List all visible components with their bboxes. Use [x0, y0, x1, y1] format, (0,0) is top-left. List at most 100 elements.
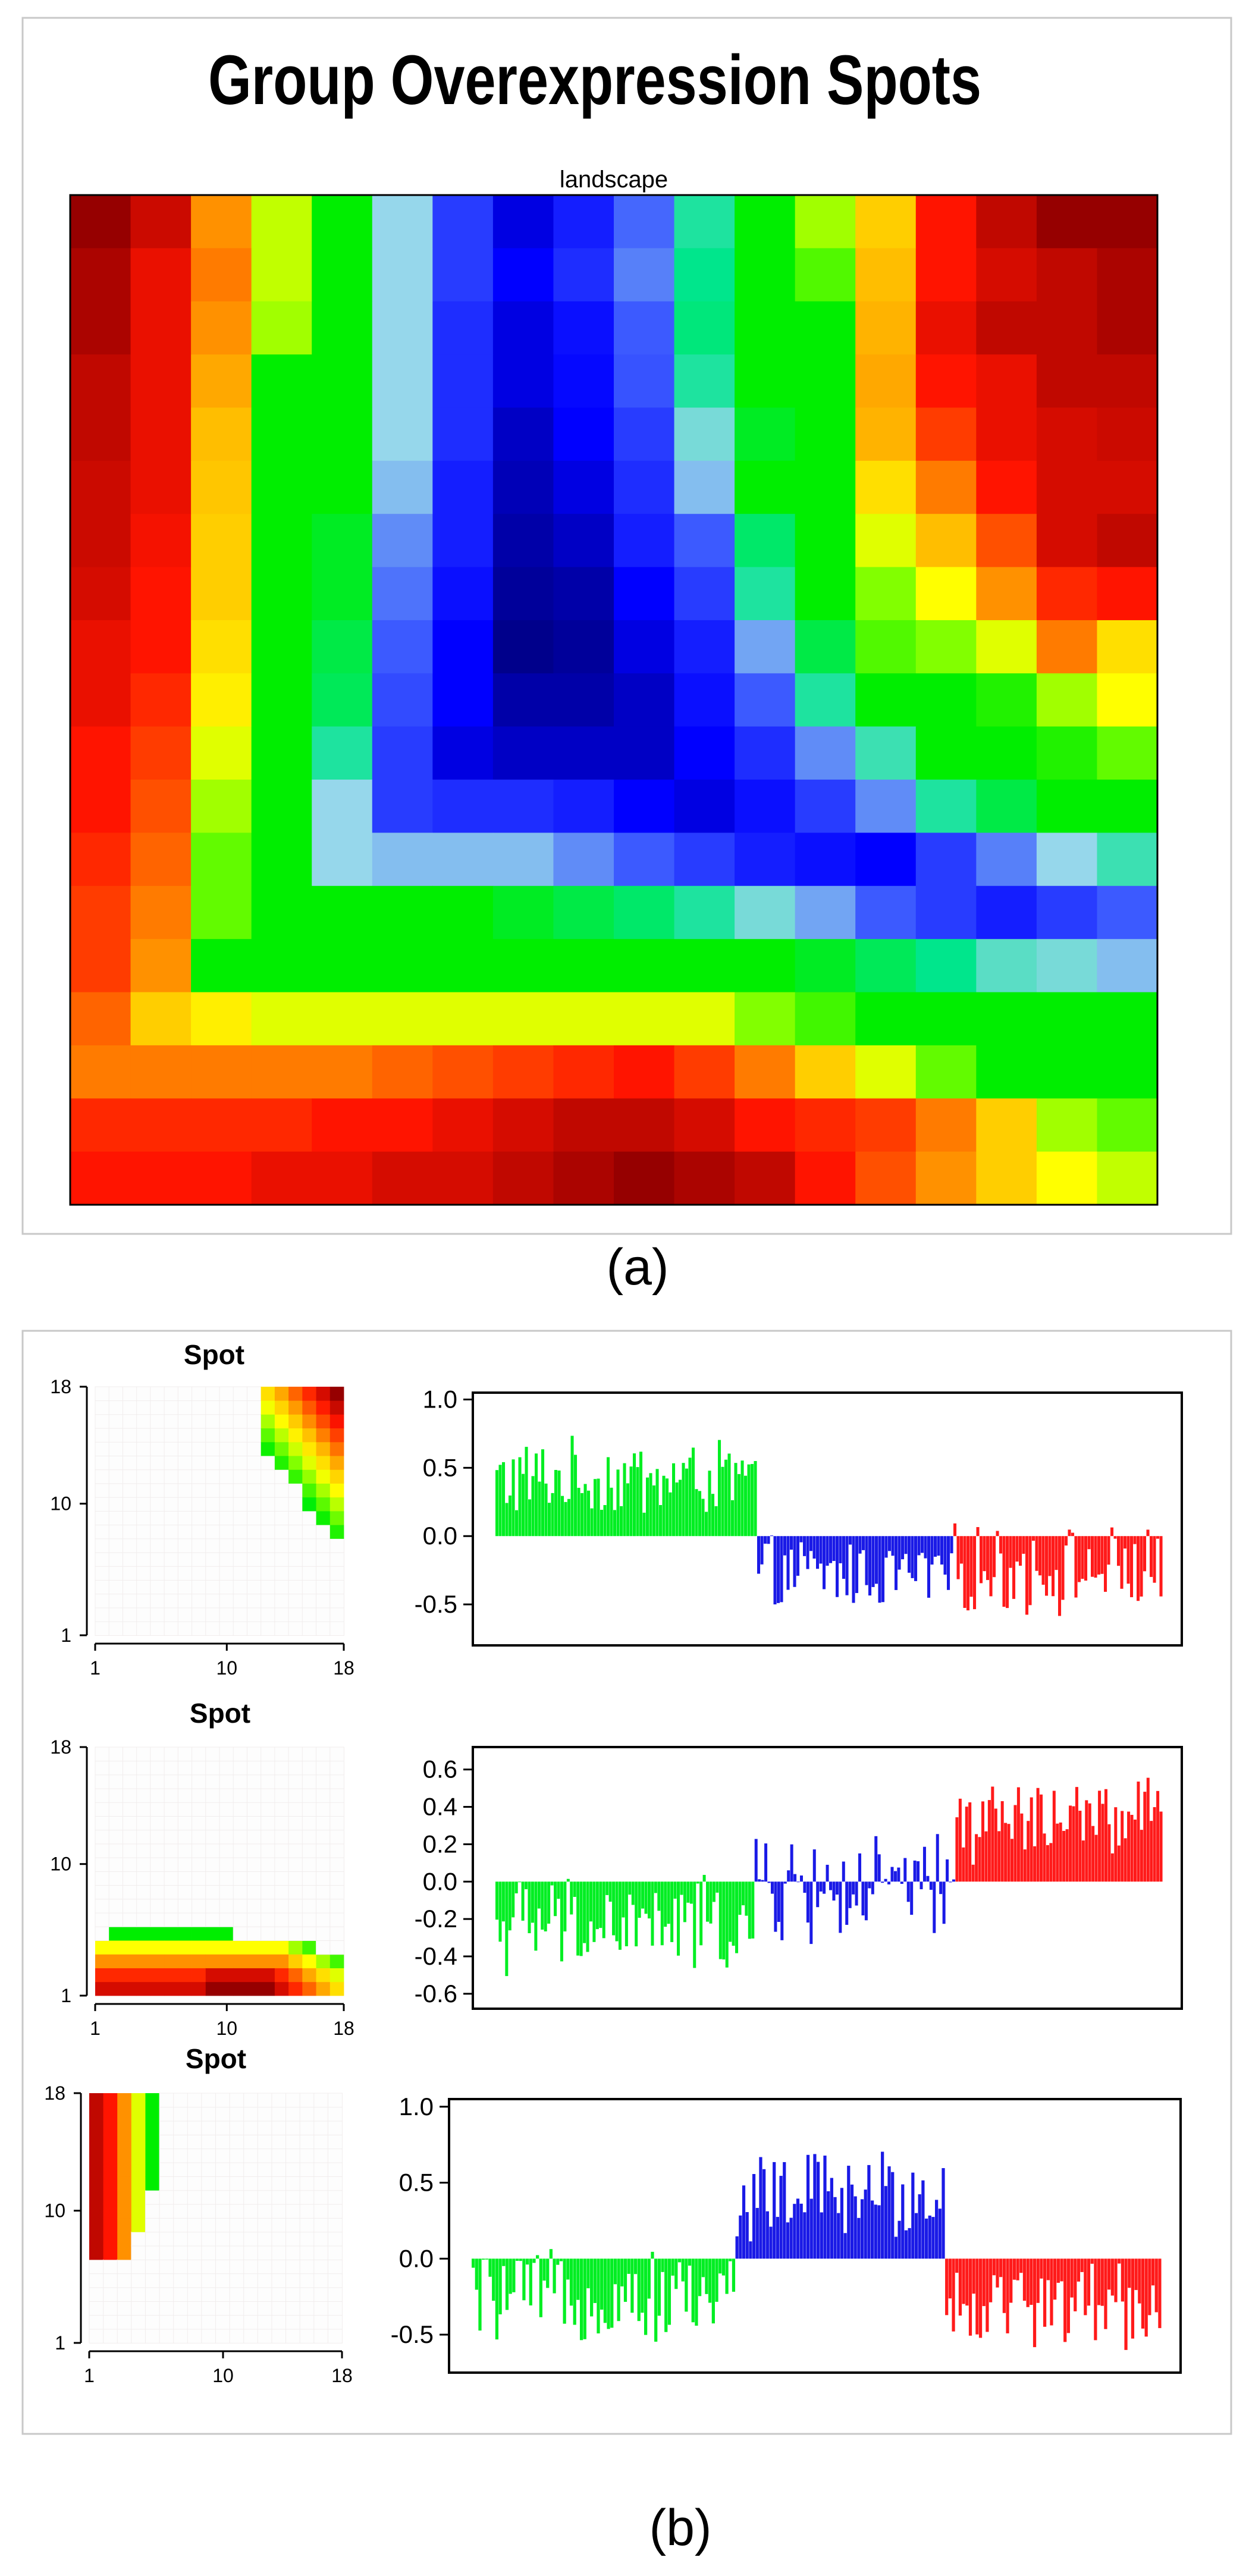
- profile-bar-group3: [958, 2258, 962, 2316]
- heatmap-cell: [614, 726, 675, 780]
- spot-map-cell: [164, 1912, 179, 1927]
- profile-bar-group1: [570, 1435, 574, 1537]
- spot-map-cell: [150, 1788, 165, 1803]
- heatmap-cell: [1097, 620, 1158, 674]
- spot-map-cell: [177, 1497, 193, 1512]
- spot-map-cell: [261, 1414, 275, 1429]
- spot-map-cell: [257, 2217, 272, 2233]
- spot-map-cell: [122, 1441, 137, 1457]
- spot-map-cell: [243, 2287, 259, 2302]
- profile-bar-group2: [809, 2198, 813, 2259]
- spot-map-cell: [95, 1455, 110, 1471]
- spot-map-cell: [205, 1857, 220, 1872]
- profile-bar-group3: [1110, 1853, 1114, 1882]
- profile-bar-group1: [630, 2258, 634, 2313]
- heatmap-cell: [251, 620, 312, 674]
- spot-map-cell: [178, 1981, 192, 1996]
- profile-bar-group1: [498, 2258, 502, 2314]
- spot-map-cell: [108, 1898, 124, 1914]
- spot-map-cell: [201, 2162, 216, 2177]
- spot-map-cell: [89, 2093, 104, 2107]
- profile-bar-group1: [509, 1495, 512, 1537]
- spot-map-cell: [329, 1940, 344, 1955]
- spot-map-cell: [219, 1940, 234, 1955]
- profile-bar-group2: [891, 1536, 895, 1556]
- spot-map-cell: [177, 1912, 193, 1927]
- spot-map-cell: [103, 2107, 118, 2122]
- spot-map-cell: [117, 2259, 132, 2275]
- spot-map-cell: [274, 1815, 290, 1831]
- spot-map-cell: [274, 1552, 290, 1567]
- spot-map-cell: [145, 2135, 160, 2149]
- spot-map-cell: [229, 2329, 244, 2343]
- profile-bar-group2: [887, 2166, 891, 2259]
- spot-map-cell: [257, 2106, 272, 2122]
- spot-map-cell: [233, 1455, 248, 1471]
- profile-bar-group2: [848, 1881, 852, 1908]
- heatmap-cell: [432, 195, 494, 249]
- spot-map-cell: [316, 1469, 331, 1484]
- spot-map-cell: [329, 1566, 344, 1581]
- profile-bar-group1: [566, 1878, 570, 1882]
- profile-y-tick-label: 1.0: [399, 2093, 434, 2121]
- profile-bar-group2: [849, 1536, 852, 1545]
- heatmap-cell: [735, 726, 796, 780]
- heatmap-cell: [976, 1098, 1037, 1152]
- profile-bar-group2: [786, 2222, 790, 2259]
- spot-map-cell: [192, 1593, 206, 1609]
- spot-map-cell: [95, 1538, 110, 1553]
- profile-bar-group1: [570, 1881, 573, 1915]
- spot-map-cell: [233, 1552, 248, 1567]
- spot-map-cell: [219, 1469, 234, 1484]
- spot-map-cell: [192, 1413, 206, 1429]
- spot-map-cell: [131, 2231, 146, 2247]
- spot-map-cell: [159, 2162, 174, 2177]
- profile-bar-group3: [1156, 1536, 1160, 1539]
- spot-map-cell: [233, 1538, 248, 1553]
- spot-map-cell: [150, 1566, 165, 1581]
- spot-map-cell: [288, 1524, 303, 1540]
- spot-map-cell: [187, 2176, 202, 2191]
- heatmap-cell: [855, 939, 917, 993]
- heatmap-cell: [915, 780, 977, 834]
- spot-map-cell: [177, 1760, 193, 1776]
- profile-bar-group1: [623, 2258, 627, 2302]
- profile-bar-group2: [936, 1834, 939, 1882]
- heatmap-cell: [915, 567, 977, 621]
- spot-map-x-tick-label: 1: [90, 2018, 101, 2039]
- heatmap-cell: [795, 673, 856, 727]
- spot-map-cell: [192, 1579, 206, 1595]
- profile-bar-group1: [573, 2258, 576, 2325]
- spot-map-cell: [145, 2259, 160, 2275]
- profile-bar-group1: [498, 1881, 502, 1942]
- spot-map-cell: [327, 2162, 343, 2177]
- heatmap-cell: [130, 992, 192, 1046]
- profile-bar-group1: [495, 1470, 499, 1537]
- spot-map-cell: [327, 2259, 343, 2275]
- profile-bar-group3: [1036, 2258, 1040, 2303]
- panel-a-subtitle: landscape: [560, 167, 668, 193]
- profile-bar-group3: [1055, 1536, 1058, 1570]
- spot-map-cell: [177, 1607, 193, 1622]
- spot-map-cell: [201, 2148, 216, 2163]
- spot-map-cell: [288, 1802, 303, 1817]
- heatmap-cell: [553, 620, 614, 674]
- profile-bar-group3: [989, 1536, 993, 1597]
- heatmap-cell: [191, 248, 252, 302]
- spot-map-cell: [145, 2314, 160, 2330]
- profile-bar-group3: [1066, 2258, 1071, 2333]
- spot-map-cell: [233, 1981, 247, 1996]
- spot-map-cell: [246, 1788, 262, 1803]
- spot-map-cell: [136, 1524, 151, 1540]
- spot-map-cell: [261, 1469, 275, 1484]
- spot-map-cell: [103, 2301, 118, 2316]
- spot-map-cell: [173, 2259, 189, 2275]
- heatmap-cell: [312, 301, 373, 355]
- profile-bar-group1: [615, 1881, 619, 1942]
- profile-bar-group1: [532, 2258, 536, 2263]
- profile-bar-group2: [845, 1536, 849, 1595]
- spot-map-cell: [246, 1469, 262, 1484]
- spot-map-cell: [302, 1981, 316, 1996]
- profile-bar-group2: [850, 2184, 854, 2259]
- heatmap-cell: [976, 673, 1037, 727]
